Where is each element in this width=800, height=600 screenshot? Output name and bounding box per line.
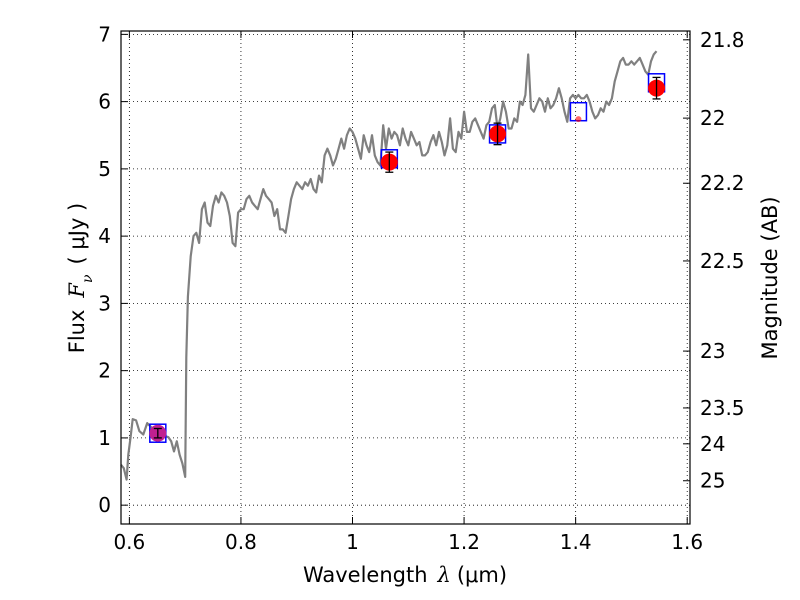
y-tick-label: 6 xyxy=(98,90,111,114)
y2-tick-label: 25 xyxy=(700,469,725,493)
y2-tick-label: 22.5 xyxy=(700,249,745,273)
y2-tick-label: 23.5 xyxy=(700,396,745,420)
y-tick-label: 3 xyxy=(98,291,111,315)
y-tick-label: 7 xyxy=(98,22,111,46)
y-tick-label: 1 xyxy=(98,426,111,450)
x-tick-label: 1 xyxy=(346,530,359,554)
y-axis-title: Flux Fν ( μJy ) xyxy=(65,203,96,353)
x-tick-label: 1.4 xyxy=(560,530,592,554)
x-axis-unit: (μm) xyxy=(457,563,507,587)
y-axis-title-text: Flux xyxy=(65,310,89,354)
y-axis-subscript: ν xyxy=(80,274,96,283)
y2-tick-label: 22 xyxy=(700,106,725,130)
y2-tick-label: 22.2 xyxy=(700,171,745,195)
photometry-point xyxy=(149,423,167,443)
plot-frame xyxy=(120,30,691,525)
photometry-point xyxy=(569,101,588,123)
y-tick-label: 4 xyxy=(98,224,111,248)
y2-tick-label: 23 xyxy=(700,339,725,363)
x-axis-symbol: λ xyxy=(437,563,451,587)
observed-flux-marker xyxy=(575,116,582,123)
photometry-series xyxy=(149,73,666,443)
x-tick-label: 1.2 xyxy=(448,530,480,554)
sed-model-series xyxy=(120,50,658,481)
y-tick-label: 2 xyxy=(98,359,111,383)
y-tick-label: 5 xyxy=(98,157,111,181)
sed-model-line xyxy=(120,50,658,481)
grid-lines xyxy=(121,31,690,524)
y2-tick-label: 21.8 xyxy=(700,28,745,52)
photometry-point xyxy=(488,122,507,146)
photometry-point xyxy=(380,149,399,173)
y2-axis-title: Magnitude (AB) xyxy=(758,196,782,359)
x-tick-label: 0.6 xyxy=(113,530,145,554)
y-axis-unit: ( μJy ) xyxy=(65,203,89,265)
y-tick-label: 0 xyxy=(98,493,111,517)
x-tick-label: 0.8 xyxy=(225,530,257,554)
x-tick-label: 1.6 xyxy=(671,530,703,554)
y-axis-symbol: F xyxy=(65,282,89,299)
y2-tick-label: 24 xyxy=(700,432,725,456)
x-axis-title-text: Wavelength xyxy=(303,563,428,587)
photometry-point xyxy=(647,73,666,100)
x-axis-title: Wavelength λ (μm) xyxy=(303,563,507,587)
